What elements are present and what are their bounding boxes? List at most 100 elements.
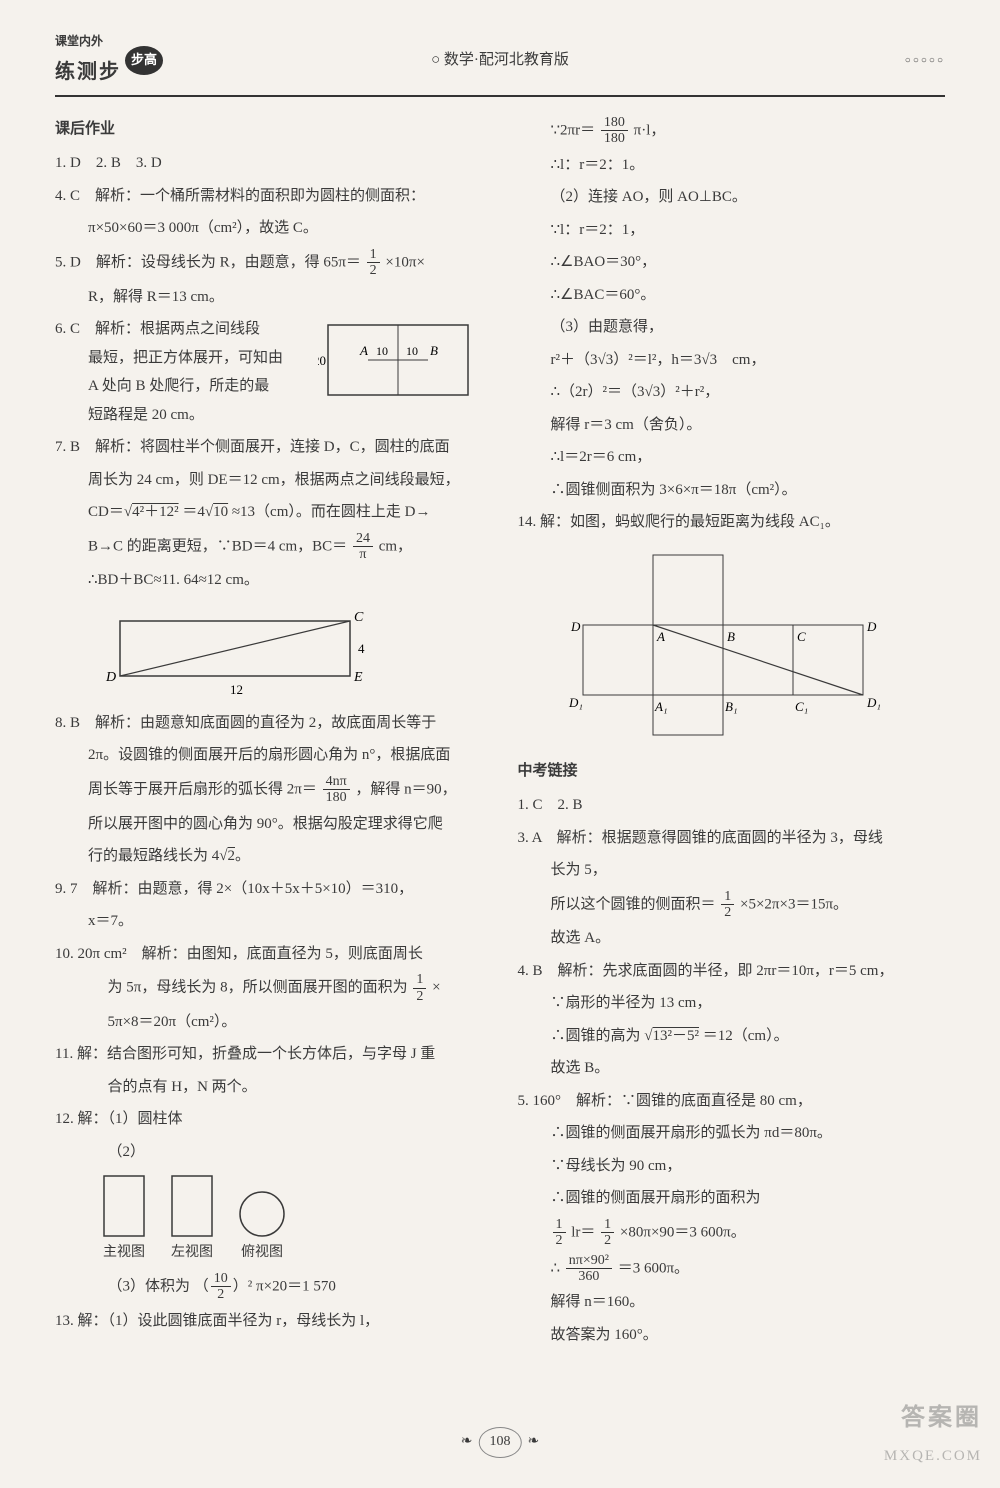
page-number: ❧ 108 ❧: [461, 1427, 539, 1458]
zk4-l4: 故选 B。: [518, 1054, 946, 1083]
left-view-label: 左视图: [168, 1240, 216, 1267]
q6-label-20: 20: [318, 353, 326, 368]
page-header: 课堂内外 练测步 步高 ○ 数学·配河北教育版 ○○○○○: [55, 30, 945, 97]
section-title-homework: 课后作业: [55, 115, 483, 144]
page-number-value: 108: [479, 1427, 522, 1458]
zk5-l4: ∴圆锥的侧面展开扇形的面积为: [518, 1184, 946, 1213]
r5: ∴∠BAO＝30°，: [518, 248, 946, 277]
ornament-left: ❧: [461, 1429, 473, 1456]
q8-l2: 2π。设圆锥的侧面展开后的扇形圆心角为 n°，根据底面: [55, 741, 483, 770]
watermark: 答案圈 MXQE.COM: [884, 1396, 982, 1470]
zk3-l4: 故选 A。: [518, 924, 946, 953]
front-view-label: 主视图: [100, 1240, 148, 1267]
answer-line: 1. D 2. B 3. D: [55, 149, 483, 178]
q7-l4a: B→C 的距离更短，∵BD＝4 cm，BC＝: [88, 538, 347, 554]
frac-half: 12: [367, 247, 380, 279]
brand-name: 练测步: [55, 53, 121, 91]
q8-l4: 所以展开图中的圆心角为 90°。根据勾股定理求得它爬: [55, 810, 483, 839]
q5-line1: 5. D 解析：设母线长为 R，由题意，得 65π＝ 12 ×10π×: [55, 247, 483, 279]
zk5-l5a: lr＝: [571, 1224, 595, 1240]
frac-4npi: 4nπ180: [323, 774, 350, 806]
zk3-l2: 长为 5，: [518, 856, 946, 885]
top-view-label: 俯视图: [236, 1240, 288, 1267]
q6-figure: A B 10 10 20: [318, 315, 483, 410]
q7-l3b: ＝4: [182, 504, 205, 520]
q5-line2: R，解得 R＝13 cm。: [55, 283, 483, 312]
q12-views: 主视图 左视图 俯视图: [100, 1172, 483, 1267]
watermark-line1: 答案圈: [884, 1396, 982, 1442]
q8-l3a: 周长等于展开后扇形的弧长得 2π＝: [88, 781, 317, 797]
zk4-l3: ∴圆锥的高为 √13²－5² ＝12（cm）。: [518, 1022, 946, 1051]
q13-l1: 13. 解：（1）设此圆锥底面半径为 r，母线长为 l，: [55, 1307, 483, 1336]
ornament-right: ❧: [528, 1429, 540, 1456]
q7-bottom: 12: [230, 682, 243, 697]
q7-l4: B→C 的距离更短，∵BD＝4 cm，BC＝ 24π cm，: [55, 531, 483, 563]
zk3-l3b: ×5×2π×3＝15π。: [740, 896, 848, 912]
q10-l2a: 为 5π，母线长为 8，所以侧面展开图的面积为: [108, 979, 408, 995]
q7-l3: CD＝√4²＋12² ＝4√10 ≈13（cm）。而在圆柱上走 D→: [55, 498, 483, 527]
q5-text-a: 5. D 解析：设母线长为 R，由题意，得 65π＝: [55, 254, 361, 270]
r1: ∵2πr＝ 180180 π·l，: [518, 115, 946, 147]
svg-text:A: A: [656, 629, 665, 644]
zk4-l2: ∵扇形的半径为 13 cm，: [518, 989, 946, 1018]
r6: ∴∠BAC＝60°。: [518, 281, 946, 310]
zk5-l5b: ×80π×90＝3 600π。: [620, 1224, 746, 1240]
r10: 解得 r＝3 cm（舍负）。: [518, 411, 946, 440]
svg-text:D₁: D₁: [568, 695, 583, 710]
front-view: 主视图: [100, 1172, 148, 1267]
r12: ∴圆锥侧面积为 3×6×π＝18π（cm²）。: [518, 476, 946, 505]
q6-label-10b: 10: [406, 344, 418, 358]
svg-text:B: B: [727, 629, 735, 644]
frac-half-3: 12: [721, 889, 734, 921]
q10-l3: 5π×8＝20π（cm²）。: [55, 1008, 483, 1037]
zk3-l1: 3. A 解析：根据题意得圆锥的底面圆的半径为 3，母线: [518, 824, 946, 853]
svg-text:D: D: [570, 619, 581, 634]
frac-180-180: 180180: [601, 115, 628, 147]
q6-label-A: A: [359, 343, 368, 358]
q8-l3b: ，解得 n＝90，: [355, 781, 456, 797]
svg-text:C₁: C₁: [795, 699, 808, 714]
q5-text-b: ×10π×: [385, 254, 425, 270]
q7-l5: ∴BD＋BC≈11. 64≈12 cm。: [55, 566, 483, 595]
zk5-l5: 12 lr＝ 12 ×80π×90＝3 600π。: [518, 1217, 946, 1249]
left-column: 课后作业 1. D 2. B 3. D 4. C 解析：一个桶所需材料的面积即为…: [55, 115, 483, 1354]
top-view: 俯视图: [236, 1188, 288, 1267]
q10-l2: 为 5π，母线长为 8，所以侧面展开图的面积为 12 ×: [55, 972, 483, 1004]
q7-l1: 7. B 解析：将圆柱半个侧面展开，连接 D，C，圆柱的底面: [55, 433, 483, 462]
q11-l2: 合的点有 H，N 两个。: [55, 1073, 483, 1102]
zk5-l8: 故答案为 160°。: [518, 1321, 946, 1350]
header-small: 课堂内外: [55, 30, 121, 53]
frac-10-2: 102: [211, 1271, 231, 1303]
left-view: 左视图: [168, 1172, 216, 1267]
q9-l1: 9. 7 解析：由题意，得 2×（10x＋5x＋5×10）＝310，: [55, 875, 483, 904]
zk3-l3: 所以这个圆锥的侧面积＝ 12 ×5×2π×3＝15π。: [518, 889, 946, 921]
q6-label-B: B: [430, 343, 438, 358]
brand-block: 课堂内外 练测步 步高: [55, 30, 163, 91]
q12-l3b: π×20＝1 570: [256, 1278, 336, 1294]
zk5-l6a: ∴: [551, 1260, 561, 1276]
svg-text:D₁: D₁: [866, 695, 881, 710]
zk5-l2: ∴圆锥的侧面展开扇形的弧长为 πd＝80π。: [518, 1119, 946, 1148]
q8-l3: 周长等于展开后扇形的弧长得 2π＝ 4nπ180 ，解得 n＝90，: [55, 774, 483, 806]
brand-badge: 步高: [125, 46, 163, 75]
q4-line1: 4. C 解析：一个桶所需材料的面积即为圆柱的侧面积：: [55, 182, 483, 211]
r1b: π·l，: [634, 122, 666, 138]
q10-l2b: ×: [432, 979, 440, 995]
zk3-l3a: 所以这个圆锥的侧面积＝: [551, 896, 716, 912]
r2: ∴l：r＝2：1。: [518, 151, 946, 180]
q7-right: 4: [358, 641, 365, 656]
section-title-zk: 中考链接: [518, 757, 946, 786]
frac-half-5: 12: [601, 1217, 614, 1249]
zk4-l3b: ＝12（cm）。: [703, 1028, 789, 1044]
zk5-l7: 解得 n＝160。: [518, 1288, 946, 1317]
zk1: 1. C 2. B: [518, 791, 946, 820]
q12-l1: 12. 解：（1）圆柱体: [55, 1105, 483, 1134]
q7-l3a: CD＝: [88, 504, 124, 520]
q14-l1: 14. 解：如图，蚂蚁爬行的最短距离为线段 AC₁。: [518, 508, 946, 537]
q8-l5a: 行的最短路线长为 4: [88, 848, 219, 864]
svg-text:C: C: [797, 629, 806, 644]
q7-figure: D E C 12 4: [100, 601, 483, 701]
r7: （3）由题意得，: [518, 313, 946, 342]
subject-label: ○ 数学·配河北教育版: [431, 46, 569, 75]
zk5-l6: ∴ nπ×90²360 ＝3 600π。: [518, 1253, 946, 1285]
